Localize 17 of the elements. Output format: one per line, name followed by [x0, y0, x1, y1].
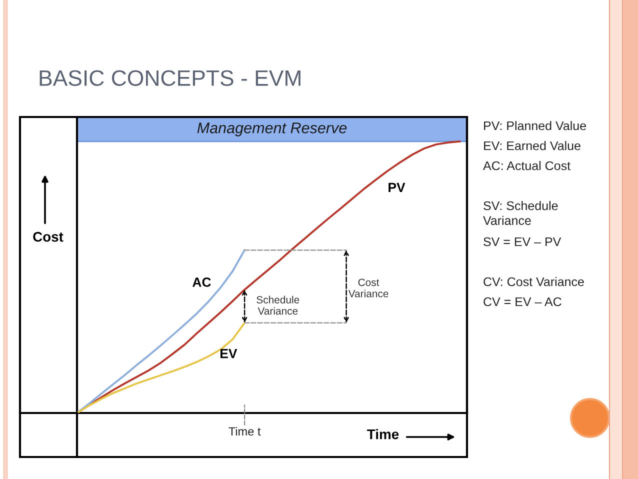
- text: EV: Earned Value: [484, 141, 580, 150]
- x-axis-title: Time: [367, 429, 399, 440]
- series-label: EV: [220, 349, 238, 358]
- text: AC: Actual Cost: [483, 161, 570, 170]
- chart-title: BASIC CONCEPTS - EVM: [40, 70, 300, 86]
- text: CV: Cost Variance: [484, 277, 584, 286]
- band-label: Management Reserve: [197, 122, 347, 136]
- text: CV = EV – AC: [484, 297, 562, 306]
- annotation: Schedule Variance: [256, 296, 300, 315]
- annotation: Cost Variance: [348, 278, 388, 298]
- series-label: PV: [388, 182, 406, 192]
- text: SV = EV – PV: [484, 237, 562, 246]
- text: Time t: [228, 426, 261, 436]
- series-label: AC: [192, 278, 211, 287]
- text: SV: Schedule Variance: [483, 201, 558, 226]
- text: PV: Planned Value: [484, 121, 586, 130]
- y-axis-title: Cost: [33, 232, 64, 242]
